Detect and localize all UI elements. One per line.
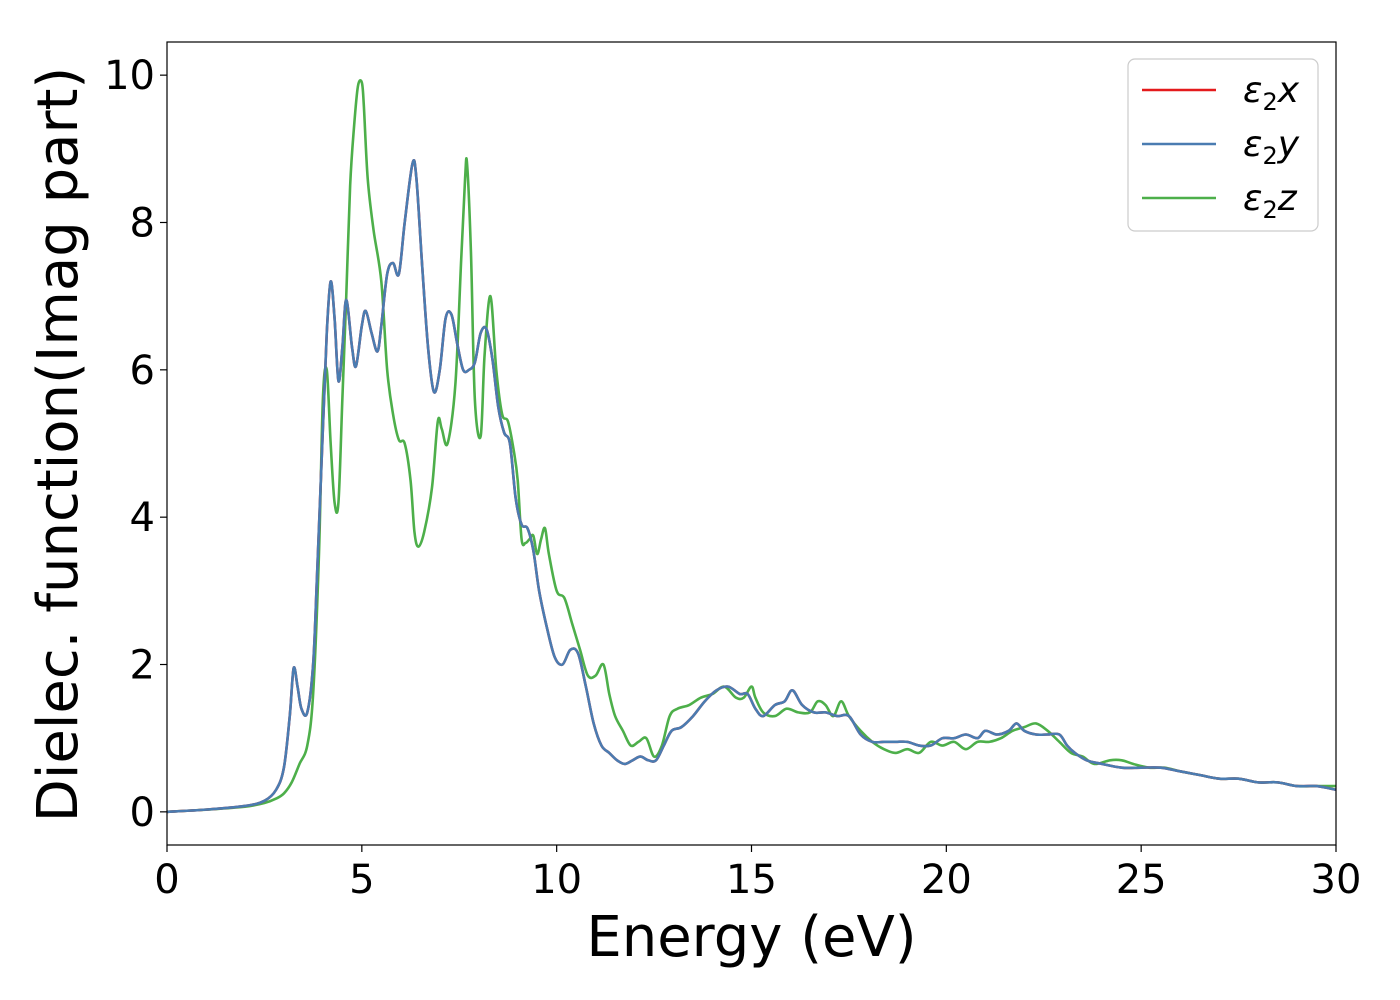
series-layer [167, 79, 1336, 814]
y-tick-label: 6 [130, 348, 155, 394]
x-tick-label: 5 [349, 857, 374, 903]
legend-label-y: ε2y [1243, 124, 1300, 170]
y-tick-label: 0 [130, 790, 155, 836]
legend: ε2x ε2y ε2z [1127, 58, 1319, 232]
legend-label-x: ε2x [1243, 70, 1300, 116]
x-tick-label: 30 [1311, 857, 1362, 903]
series-line-y [167, 159, 1336, 814]
x-tick-label: 10 [531, 857, 582, 903]
x-axis-label: Energy (eV) [586, 905, 916, 970]
y-axis: 0 2 4 6 8 10 [104, 53, 167, 836]
x-axis: 0 5 10 15 20 25 30 [154, 845, 1361, 903]
y-tick-label: 8 [130, 200, 155, 246]
legend-box [1127, 58, 1319, 232]
y-axis-label: Dielec. function(Imag part) [26, 67, 91, 823]
x-tick-label: 0 [154, 857, 179, 903]
x-tick-label: 15 [726, 857, 777, 903]
x-tick-label: 20 [921, 857, 972, 903]
y-tick-label: 4 [130, 495, 155, 541]
series-line-z [167, 79, 1336, 814]
x-tick-label: 25 [1116, 857, 1167, 903]
y-tick-label: 2 [130, 643, 155, 689]
legend-label-z: ε2z [1243, 178, 1298, 224]
y-tick-label: 10 [104, 53, 155, 99]
